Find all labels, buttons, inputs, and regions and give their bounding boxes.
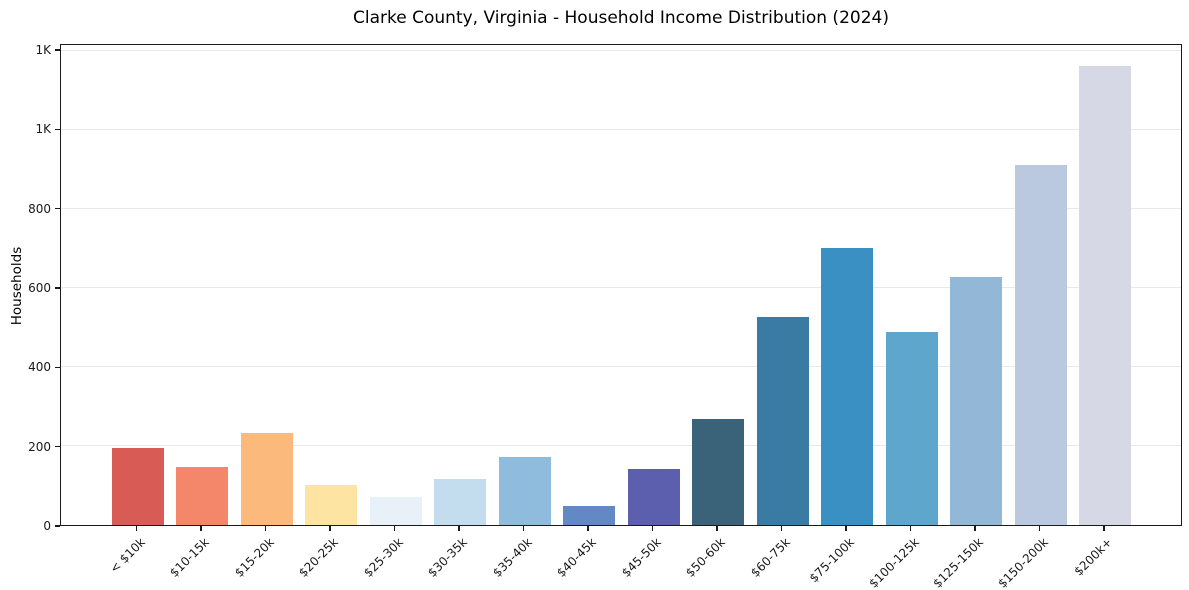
y-tick-label: 1K: [35, 42, 51, 57]
bar-$40-45k: [563, 505, 615, 525]
bar-$150-200k: [1014, 164, 1067, 525]
y-tick-mark: [55, 445, 60, 448]
bar-< $10k: [111, 448, 164, 525]
gridline: [61, 128, 1181, 130]
bar-$25-30k: [369, 496, 422, 525]
x-tick-label: $15-20k: [231, 535, 277, 580]
x-tick-mark: [200, 526, 202, 531]
x-tick-label: $50-60k: [683, 535, 728, 580]
y-tick-mark: [55, 128, 60, 130]
x-tick-mark: [458, 526, 460, 531]
bar-$20-25k: [305, 484, 357, 525]
x-tick-mark: [1103, 526, 1105, 531]
gridline: [61, 49, 1181, 51]
bar-$35-40k: [498, 456, 551, 525]
y-tick-mark: [55, 49, 60, 51]
y-tick-label: 200: [28, 439, 51, 454]
x-tick-label: $45-50k: [618, 535, 664, 580]
plot-area: [60, 44, 1182, 526]
y-tick-label: 400: [28, 360, 51, 375]
x-tick-mark: [651, 526, 654, 531]
bar-$100-125k: [885, 332, 938, 525]
x-tick-label: $30-35k: [425, 535, 470, 580]
x-tick-label: $35-40k: [489, 535, 535, 580]
x-tick-label: $20-25k: [296, 535, 341, 580]
bar-$15-20k: [240, 433, 293, 525]
bar-$75-100k: [821, 247, 873, 525]
gridline: [61, 365, 1181, 367]
bar-$125-150k: [950, 277, 1002, 525]
x-tick-label: $25-30k: [360, 535, 406, 580]
x-tick-mark: [845, 526, 847, 531]
x-tick-label: $10-15k: [167, 535, 212, 580]
x-tick-label: < $10k: [106, 535, 148, 576]
chart-title: Clarke County, Virginia - Household Inco…: [353, 8, 889, 28]
bar-$30-35k: [434, 478, 486, 525]
gridline: [61, 286, 1181, 288]
y-tick-mark: [55, 525, 60, 527]
y-tick-label: 1K: [35, 122, 51, 137]
x-tick-label: $75-100k: [806, 535, 857, 586]
gridline: [61, 445, 1181, 446]
y-tick-label: 800: [28, 201, 51, 216]
x-tick-mark: [974, 526, 976, 531]
x-tick-label: $100-125k: [865, 535, 922, 590]
x-tick-mark: [1038, 526, 1041, 531]
x-tick-mark: [780, 526, 783, 531]
y-tick-mark: [55, 207, 60, 210]
bar-$50-60k: [692, 419, 744, 525]
x-tick-label: $150-200k: [994, 535, 1051, 590]
x-tick-mark: [716, 526, 718, 531]
y-tick-mark: [55, 366, 60, 368]
x-tick-mark: [329, 526, 331, 531]
x-tick-label: $40-45k: [554, 535, 599, 580]
y-tick-label: 0: [43, 519, 51, 533]
y-tick-mark: [55, 287, 60, 289]
bar-$10-15k: [176, 467, 228, 525]
x-tick-mark: [909, 526, 912, 531]
x-tick-label: $125-150k: [930, 535, 986, 590]
x-tick-mark: [135, 526, 138, 531]
x-tick-mark: [522, 526, 525, 531]
bar-$60-75k: [756, 316, 809, 525]
y-tick-label: 600: [28, 280, 51, 295]
x-tick-mark: [264, 526, 267, 531]
x-tick-label: $60-75k: [747, 535, 793, 580]
x-tick-label: $200k+: [1071, 535, 1115, 579]
x-tick-mark: [393, 526, 396, 531]
bar-$200k+: [1079, 66, 1131, 525]
gridline: [61, 207, 1181, 209]
bar-$45-50k: [627, 469, 680, 525]
x-tick-mark: [587, 526, 589, 531]
